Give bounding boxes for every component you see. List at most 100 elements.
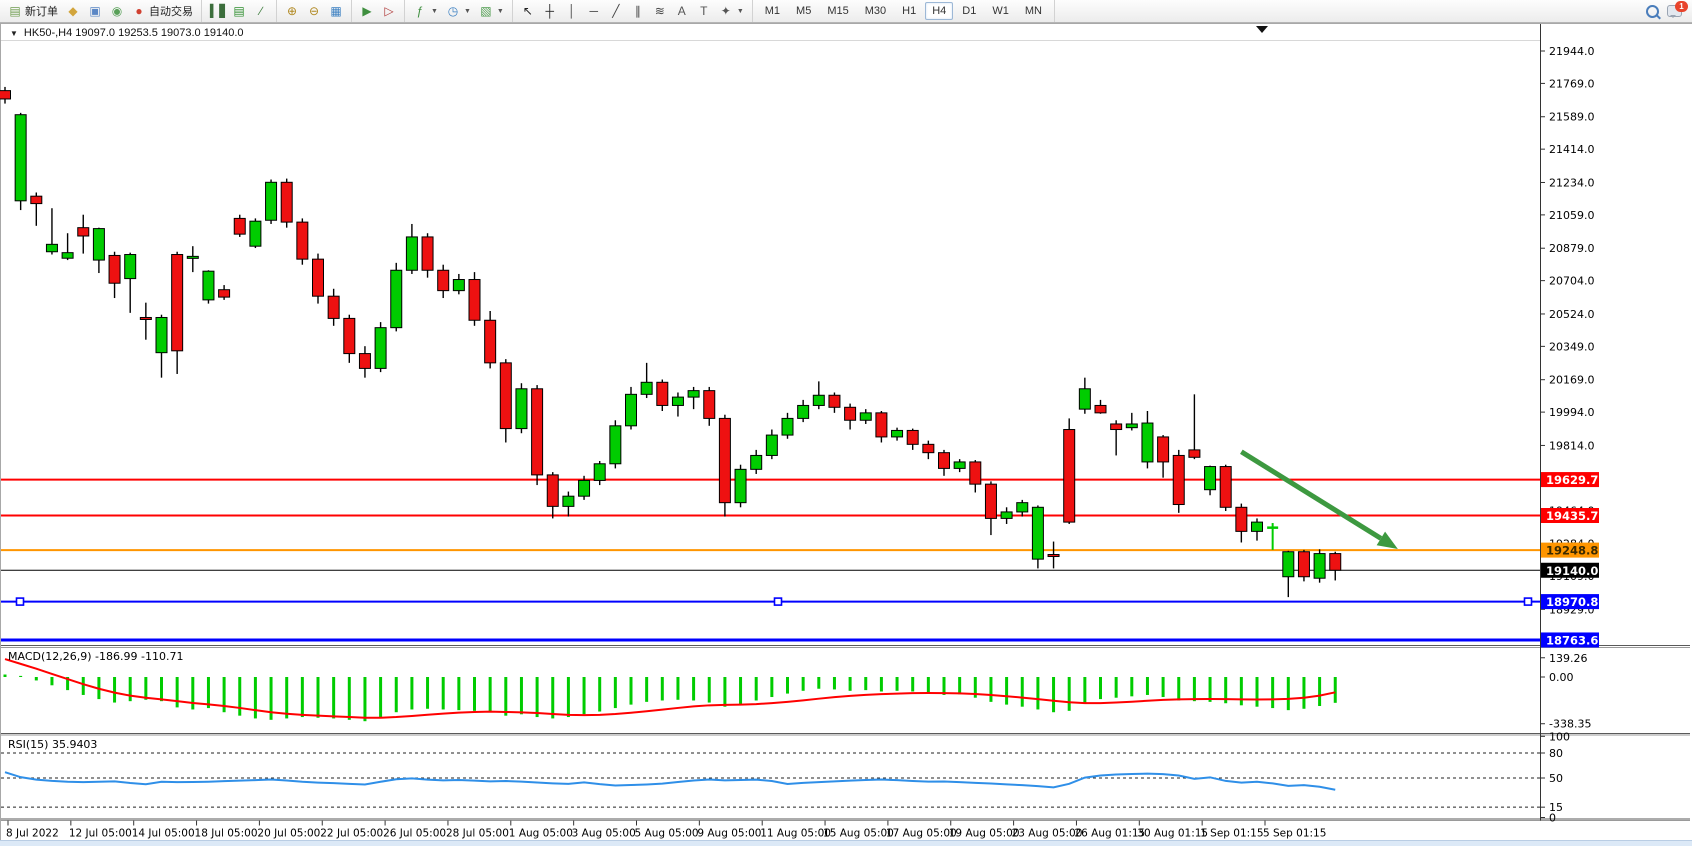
candle-body xyxy=(452,279,465,292)
terminal-button[interactable]: ▣ xyxy=(84,3,106,19)
new-order-label: 新订单 xyxy=(25,6,58,18)
candle-body xyxy=(906,429,919,445)
candle-body xyxy=(1000,511,1013,519)
crosshair-button[interactable]: ┼ xyxy=(539,3,561,19)
crosshair-icon: ┼ xyxy=(545,4,555,18)
candle-body xyxy=(969,461,982,485)
time-tick-label[interactable]: 1 Aug 05:00 xyxy=(509,828,573,840)
trend-arrow-line[interactable] xyxy=(1240,449,1383,541)
bar-chart-button[interactable]: ▍▋ xyxy=(206,3,228,19)
time-tick-label[interactable]: 8 Jul 2022 xyxy=(6,828,59,840)
new-order-button[interactable]: ▤ 新订单 xyxy=(4,2,62,20)
time-tick-label[interactable]: 26 Aug 01:15 xyxy=(1074,828,1145,840)
time-tick-label[interactable]: 30 Aug 01:15 xyxy=(1137,828,1208,840)
time-tick-label[interactable]: 19 Aug 05:00 xyxy=(949,828,1020,840)
candle-body xyxy=(515,388,528,430)
time-tick-label[interactable]: 23 Aug 05:00 xyxy=(1012,828,1083,840)
periods-button[interactable]: ◷ ▼ xyxy=(442,3,475,19)
candle-body xyxy=(171,254,184,352)
shapes-dropdown-arrow[interactable]: ▼ xyxy=(736,7,744,15)
window-footer-strip xyxy=(0,840,1692,846)
line-selection-handle[interactable] xyxy=(15,597,25,606)
chart-shift-button[interactable]: ▷ xyxy=(378,3,400,19)
candle-body xyxy=(1031,506,1044,560)
timeframe-mn-button[interactable]: MN xyxy=(1024,5,1042,17)
time-tick-label[interactable]: 12 Jul 05:00 xyxy=(69,828,132,840)
timeframe-m1-button[interactable]: M1 xyxy=(764,5,781,17)
trendline-button[interactable]: ╱ xyxy=(605,3,627,19)
timeframe-d1-button[interactable]: D1 xyxy=(962,5,977,17)
candle-body xyxy=(1235,506,1248,532)
autotrade-label: 自动交易 xyxy=(149,6,193,18)
market-watch-button[interactable]: ◆ xyxy=(62,3,84,19)
autotrade-icon: ● xyxy=(135,4,143,18)
candle-body xyxy=(30,195,43,205)
tile-windows-button[interactable]: ▦ xyxy=(325,3,347,19)
candle-body xyxy=(202,270,215,301)
cursor-button[interactable]: ↖ xyxy=(517,3,539,19)
shapes-button[interactable]: ✦ ▼ xyxy=(715,3,748,19)
zoom-in-button[interactable]: ⊕ xyxy=(281,3,303,19)
periods-dropdown-arrow[interactable]: ▼ xyxy=(463,7,471,15)
auto-scroll-button[interactable]: ▶ xyxy=(356,3,378,19)
equidistant-channel-button[interactable]: ∥ xyxy=(627,3,649,19)
time-tick-label[interactable]: 5 Aug 05:00 xyxy=(635,828,699,840)
price-badge-18970.8 xyxy=(1541,594,1599,610)
price-badge-label: 19629.7 xyxy=(1546,473,1598,487)
time-tick-label[interactable]: 1 Sep 01:15 xyxy=(1200,828,1263,840)
candle-body xyxy=(358,353,371,369)
trend-arrow-head[interactable] xyxy=(1376,531,1398,549)
templates-dropdown-arrow[interactable]: ▼ xyxy=(496,7,504,15)
autotrade-button[interactable]: ● 自动交易 xyxy=(128,2,197,20)
fibonacci-button[interactable]: ≋ xyxy=(649,3,671,19)
candle-body xyxy=(562,495,575,507)
candlestick-chart-button[interactable]: ▤ xyxy=(228,3,250,19)
time-tick-label[interactable]: 20 Jul 05:00 xyxy=(257,828,320,840)
rsi-tick-label: 0 xyxy=(1549,812,1556,825)
candle-body xyxy=(45,243,58,253)
text-label-icon: T xyxy=(700,4,708,18)
time-tick-label[interactable]: 17 Aug 05:00 xyxy=(886,828,957,840)
time-tick-label[interactable]: 9 Aug 05:00 xyxy=(697,828,761,840)
time-tick-label[interactable]: 22 Jul 05:00 xyxy=(320,828,383,840)
candle-body xyxy=(750,454,763,470)
timeframe-m30-button[interactable]: M30 xyxy=(864,5,887,17)
line-chart-button[interactable]: ∕ xyxy=(250,3,272,19)
time-tick-label[interactable]: 11 Aug 05:00 xyxy=(760,828,831,840)
vertical-line-button[interactable]: │ xyxy=(561,3,583,19)
line-selection-handle[interactable] xyxy=(1523,597,1533,606)
horizontal-line-button[interactable]: ─ xyxy=(583,3,605,19)
templates-button[interactable]: ▧ ▼ xyxy=(475,3,508,19)
signals-button[interactable]: ◉ xyxy=(106,3,128,19)
signals-icon: ◉ xyxy=(111,4,123,18)
candle-body xyxy=(108,254,121,284)
line-selection-handle[interactable] xyxy=(773,597,783,606)
time-tick-label[interactable]: 15 Aug 05:00 xyxy=(823,828,894,840)
time-tick-label[interactable]: 28 Jul 05:00 xyxy=(446,828,509,840)
timeframe-h1-button[interactable]: H1 xyxy=(902,5,917,17)
text-button[interactable]: A xyxy=(671,3,693,19)
candle-body xyxy=(437,269,450,292)
chevron-down-icon[interactable]: ▼ xyxy=(10,28,18,38)
chart-shift-marker[interactable] xyxy=(1256,26,1268,33)
candle-body xyxy=(984,483,997,519)
time-tick-label[interactable]: 26 Jul 05:00 xyxy=(383,828,446,840)
search-icon[interactable] xyxy=(1646,4,1659,18)
chat-icon[interactable]: 1 xyxy=(1667,1,1688,18)
chat-unread-badge: 1 xyxy=(1675,1,1688,12)
time-tick-label[interactable]: 14 Jul 05:00 xyxy=(132,828,195,840)
timeframe-m15-button[interactable]: M15 xyxy=(827,5,849,17)
time-tick-label[interactable]: 18 Jul 05:00 xyxy=(195,828,258,840)
candle-body xyxy=(1219,466,1232,508)
candle-body xyxy=(546,474,559,507)
time-tick-label[interactable]: 3 Aug 05:00 xyxy=(572,828,636,840)
text-label-button[interactable]: T xyxy=(693,3,715,19)
timeframe-w1-button[interactable]: W1 xyxy=(992,5,1009,17)
zoom-out-button[interactable]: ⊖ xyxy=(303,3,325,19)
timeframe-h4-button[interactable]: H4 xyxy=(925,2,954,20)
indicators-button[interactable]: ƒ ▼ xyxy=(409,3,442,19)
time-tick-label[interactable]: 5 Sep 01:15 xyxy=(1263,828,1326,840)
indicators-dropdown-arrow[interactable]: ▼ xyxy=(431,7,438,15)
timeframe-m5-button[interactable]: M5 xyxy=(796,5,812,17)
